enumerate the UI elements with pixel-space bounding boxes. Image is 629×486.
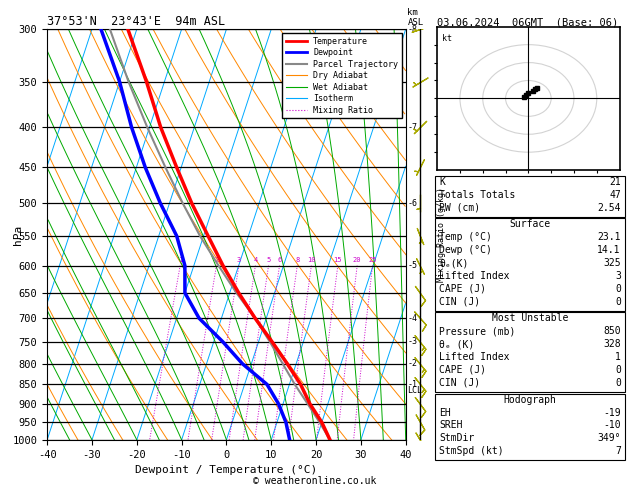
Text: StmSpd (kt): StmSpd (kt) [439, 446, 504, 456]
Text: 21: 21 [609, 177, 621, 187]
Text: 0: 0 [615, 378, 621, 388]
Text: 328: 328 [603, 339, 621, 349]
Text: 0: 0 [615, 284, 621, 294]
Text: 5: 5 [267, 257, 270, 263]
Text: 7: 7 [615, 446, 621, 456]
Text: 23.1: 23.1 [598, 232, 621, 243]
Text: 25: 25 [369, 257, 377, 263]
Text: CIN (J): CIN (J) [439, 296, 480, 307]
Text: -7: -7 [407, 123, 417, 132]
Text: CIN (J): CIN (J) [439, 378, 480, 388]
Text: Pressure (mb): Pressure (mb) [439, 327, 515, 336]
Text: -2: -2 [407, 359, 417, 368]
Text: 0: 0 [615, 296, 621, 307]
Text: 37°53'N  23°43'E  94m ASL: 37°53'N 23°43'E 94m ASL [47, 15, 225, 28]
Text: 15: 15 [333, 257, 342, 263]
Text: 325: 325 [603, 258, 621, 268]
Text: -19: -19 [603, 407, 621, 417]
Text: 3: 3 [615, 271, 621, 281]
Text: 1: 1 [178, 257, 182, 263]
Text: 1: 1 [615, 352, 621, 362]
Text: 14.1: 14.1 [598, 245, 621, 255]
Text: 2: 2 [214, 257, 219, 263]
Text: -5: -5 [407, 261, 417, 270]
Legend: Temperature, Dewpoint, Parcel Trajectory, Dry Adiabat, Wet Adiabat, Isotherm, Mi: Temperature, Dewpoint, Parcel Trajectory… [282, 34, 401, 118]
Text: SREH: SREH [439, 420, 462, 431]
Text: 4: 4 [253, 257, 257, 263]
Text: -4: -4 [407, 313, 417, 323]
Text: 2.54: 2.54 [598, 203, 621, 213]
Text: -10: -10 [603, 420, 621, 431]
Text: Mixing Ratio (g/kg): Mixing Ratio (g/kg) [437, 187, 446, 282]
Text: CAPE (J): CAPE (J) [439, 284, 486, 294]
Text: © weatheronline.co.uk: © weatheronline.co.uk [253, 476, 376, 486]
Text: 47: 47 [609, 190, 621, 200]
Text: LCL: LCL [407, 386, 422, 395]
Text: hPa: hPa [13, 225, 23, 244]
Text: -1: -1 [407, 380, 417, 389]
Text: 850: 850 [603, 327, 621, 336]
Text: 6: 6 [277, 257, 282, 263]
Text: kt: kt [442, 34, 452, 43]
Text: Lifted Index: Lifted Index [439, 352, 509, 362]
Text: Lifted Index: Lifted Index [439, 271, 509, 281]
Text: 3: 3 [237, 257, 241, 263]
Text: 03.06.2024  06GMT  (Base: 06): 03.06.2024 06GMT (Base: 06) [437, 17, 618, 27]
Text: K: K [439, 177, 445, 187]
Text: CAPE (J): CAPE (J) [439, 365, 486, 375]
Text: θₑ(K): θₑ(K) [439, 258, 469, 268]
Text: 349°: 349° [598, 434, 621, 443]
Text: -3: -3 [407, 337, 417, 346]
Text: 10: 10 [307, 257, 316, 263]
Text: Dewp (°C): Dewp (°C) [439, 245, 492, 255]
Text: Temp (°C): Temp (°C) [439, 232, 492, 243]
Text: θₑ (K): θₑ (K) [439, 339, 474, 349]
Text: -8: -8 [407, 25, 417, 34]
Text: km
ASL: km ASL [408, 8, 423, 27]
Text: Hodograph: Hodograph [503, 395, 557, 405]
Text: PW (cm): PW (cm) [439, 203, 480, 213]
Text: -6: -6 [407, 199, 417, 208]
Text: Surface: Surface [509, 220, 550, 229]
Text: 20: 20 [353, 257, 362, 263]
Text: Totals Totals: Totals Totals [439, 190, 515, 200]
Text: EH: EH [439, 407, 451, 417]
Text: Most Unstable: Most Unstable [492, 313, 568, 324]
Text: StmDir: StmDir [439, 434, 474, 443]
X-axis label: Dewpoint / Temperature (°C): Dewpoint / Temperature (°C) [135, 465, 318, 475]
Text: 8: 8 [295, 257, 299, 263]
Text: 0: 0 [615, 365, 621, 375]
